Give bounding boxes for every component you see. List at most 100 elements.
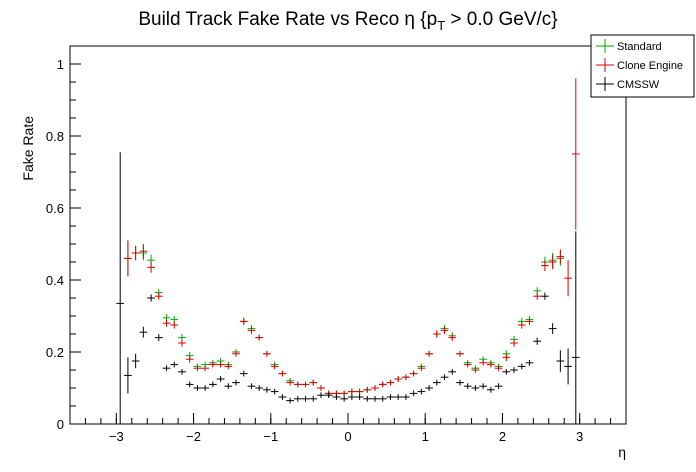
data-point xyxy=(239,317,248,325)
data-point xyxy=(270,388,279,395)
data-point xyxy=(394,376,403,382)
data-point xyxy=(317,385,325,391)
data-point xyxy=(548,323,557,334)
data-point xyxy=(247,383,256,390)
x-tick-label: 0 xyxy=(344,429,351,444)
data-point xyxy=(479,383,487,390)
data-point xyxy=(340,390,348,397)
data-point xyxy=(116,152,125,424)
data-point xyxy=(147,294,155,302)
data-point xyxy=(348,394,356,400)
data-point xyxy=(324,392,333,399)
data-point xyxy=(456,379,464,386)
data-point xyxy=(448,368,457,375)
data-point xyxy=(224,363,233,370)
data-point xyxy=(463,383,472,390)
data-point xyxy=(440,374,449,381)
data-point xyxy=(571,78,580,230)
data-point xyxy=(263,386,271,393)
data-point xyxy=(409,390,418,397)
legend-entry-cmssw: CMSSW xyxy=(596,77,660,91)
series-layer xyxy=(116,78,580,424)
data-point xyxy=(487,361,495,368)
data-point xyxy=(193,365,202,372)
data-point xyxy=(139,326,148,338)
data-point xyxy=(332,394,341,400)
data-point xyxy=(139,244,148,259)
data-point xyxy=(479,359,487,366)
data-point xyxy=(402,374,410,381)
data-point xyxy=(301,381,310,388)
data-point xyxy=(409,370,418,377)
x-axis: −3 −2 −1 0 1 2 3 xyxy=(84,413,612,444)
data-point xyxy=(162,365,171,372)
data-point xyxy=(178,339,186,347)
y-tick-label: 0.8 xyxy=(46,129,64,144)
y-tick-label: 0.2 xyxy=(46,345,64,360)
y-axis: 0 0.2 0.4 0.6 0.8 1 xyxy=(46,45,81,432)
data-point xyxy=(417,365,426,372)
legend-label: CMSSW xyxy=(617,79,660,91)
data-point xyxy=(471,385,480,391)
x-tick-label: −1 xyxy=(263,429,278,444)
data-point xyxy=(556,249,565,264)
data-point xyxy=(309,379,318,386)
y-tick-label: 0 xyxy=(57,417,64,432)
data-point xyxy=(517,363,526,370)
x-tick-label: 2 xyxy=(499,429,506,444)
data-point xyxy=(363,386,372,393)
data-point xyxy=(502,368,511,375)
data-point xyxy=(440,326,449,334)
data-point xyxy=(170,321,179,329)
data-point xyxy=(525,359,534,366)
y-axis-label: Fake Rate xyxy=(20,116,36,181)
data-point xyxy=(463,361,472,368)
data-point xyxy=(293,381,302,388)
data-point xyxy=(162,319,171,327)
data-point xyxy=(178,368,186,375)
data-point xyxy=(309,395,318,402)
data-point xyxy=(502,353,511,361)
x-tick-label: 1 xyxy=(422,429,429,444)
data-point xyxy=(533,292,542,300)
data-point xyxy=(124,357,132,394)
data-point xyxy=(386,394,395,400)
data-point xyxy=(317,392,325,399)
data-point xyxy=(394,394,403,400)
series-clone-engine xyxy=(124,78,580,397)
data-point xyxy=(131,353,140,369)
data-point xyxy=(247,326,256,334)
data-point xyxy=(340,395,348,402)
data-point xyxy=(494,383,503,390)
data-point xyxy=(510,339,518,347)
data-point xyxy=(278,370,287,377)
data-point xyxy=(232,350,240,357)
data-point xyxy=(239,370,248,377)
data-point xyxy=(510,367,518,373)
data-point xyxy=(154,292,163,300)
data-point xyxy=(494,365,503,372)
data-point xyxy=(378,381,387,388)
data-point xyxy=(541,292,549,300)
data-point xyxy=(425,385,433,391)
x-axis-label: η xyxy=(618,444,626,460)
data-point xyxy=(185,381,194,388)
data-point xyxy=(232,379,240,386)
x-tick-label: 3 xyxy=(576,429,583,444)
data-point xyxy=(355,388,364,395)
y-tick-label: 0.4 xyxy=(46,273,64,288)
data-point xyxy=(517,321,526,329)
data-point xyxy=(348,388,356,395)
data-point xyxy=(286,379,294,386)
data-point xyxy=(432,379,441,386)
data-point xyxy=(270,363,279,370)
chart-title: Build Track Fake Rate vs Reco η {pT > 0.… xyxy=(138,9,557,33)
series-cmssw xyxy=(116,152,580,424)
legend-label: Standard xyxy=(617,41,662,53)
legend-label: Clone Engine xyxy=(617,60,683,72)
data-point xyxy=(471,367,480,373)
y-tick-label: 1 xyxy=(57,57,64,72)
data-point xyxy=(448,334,457,342)
data-point xyxy=(533,337,542,345)
